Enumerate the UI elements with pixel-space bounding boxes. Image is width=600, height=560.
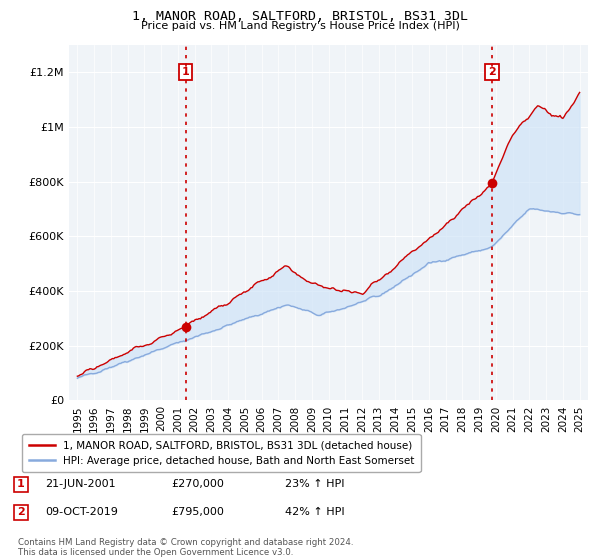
Text: 23% ↑ HPI: 23% ↑ HPI [285, 479, 344, 489]
Text: £795,000: £795,000 [171, 507, 224, 517]
Text: Contains HM Land Registry data © Crown copyright and database right 2024.
This d: Contains HM Land Registry data © Crown c… [18, 538, 353, 557]
Text: 1: 1 [17, 479, 25, 489]
Text: 2: 2 [17, 507, 25, 517]
Text: 09-OCT-2019: 09-OCT-2019 [45, 507, 118, 517]
Text: 2: 2 [488, 67, 496, 77]
Legend: 1, MANOR ROAD, SALTFORD, BRISTOL, BS31 3DL (detached house), HPI: Average price,: 1, MANOR ROAD, SALTFORD, BRISTOL, BS31 3… [22, 434, 421, 472]
Text: 42% ↑ HPI: 42% ↑ HPI [285, 507, 344, 517]
Text: Price paid vs. HM Land Registry's House Price Index (HPI): Price paid vs. HM Land Registry's House … [140, 21, 460, 31]
Text: £270,000: £270,000 [171, 479, 224, 489]
Text: 21-JUN-2001: 21-JUN-2001 [45, 479, 116, 489]
Text: 1: 1 [182, 67, 190, 77]
Text: 1, MANOR ROAD, SALTFORD, BRISTOL, BS31 3DL: 1, MANOR ROAD, SALTFORD, BRISTOL, BS31 3… [132, 10, 468, 23]
